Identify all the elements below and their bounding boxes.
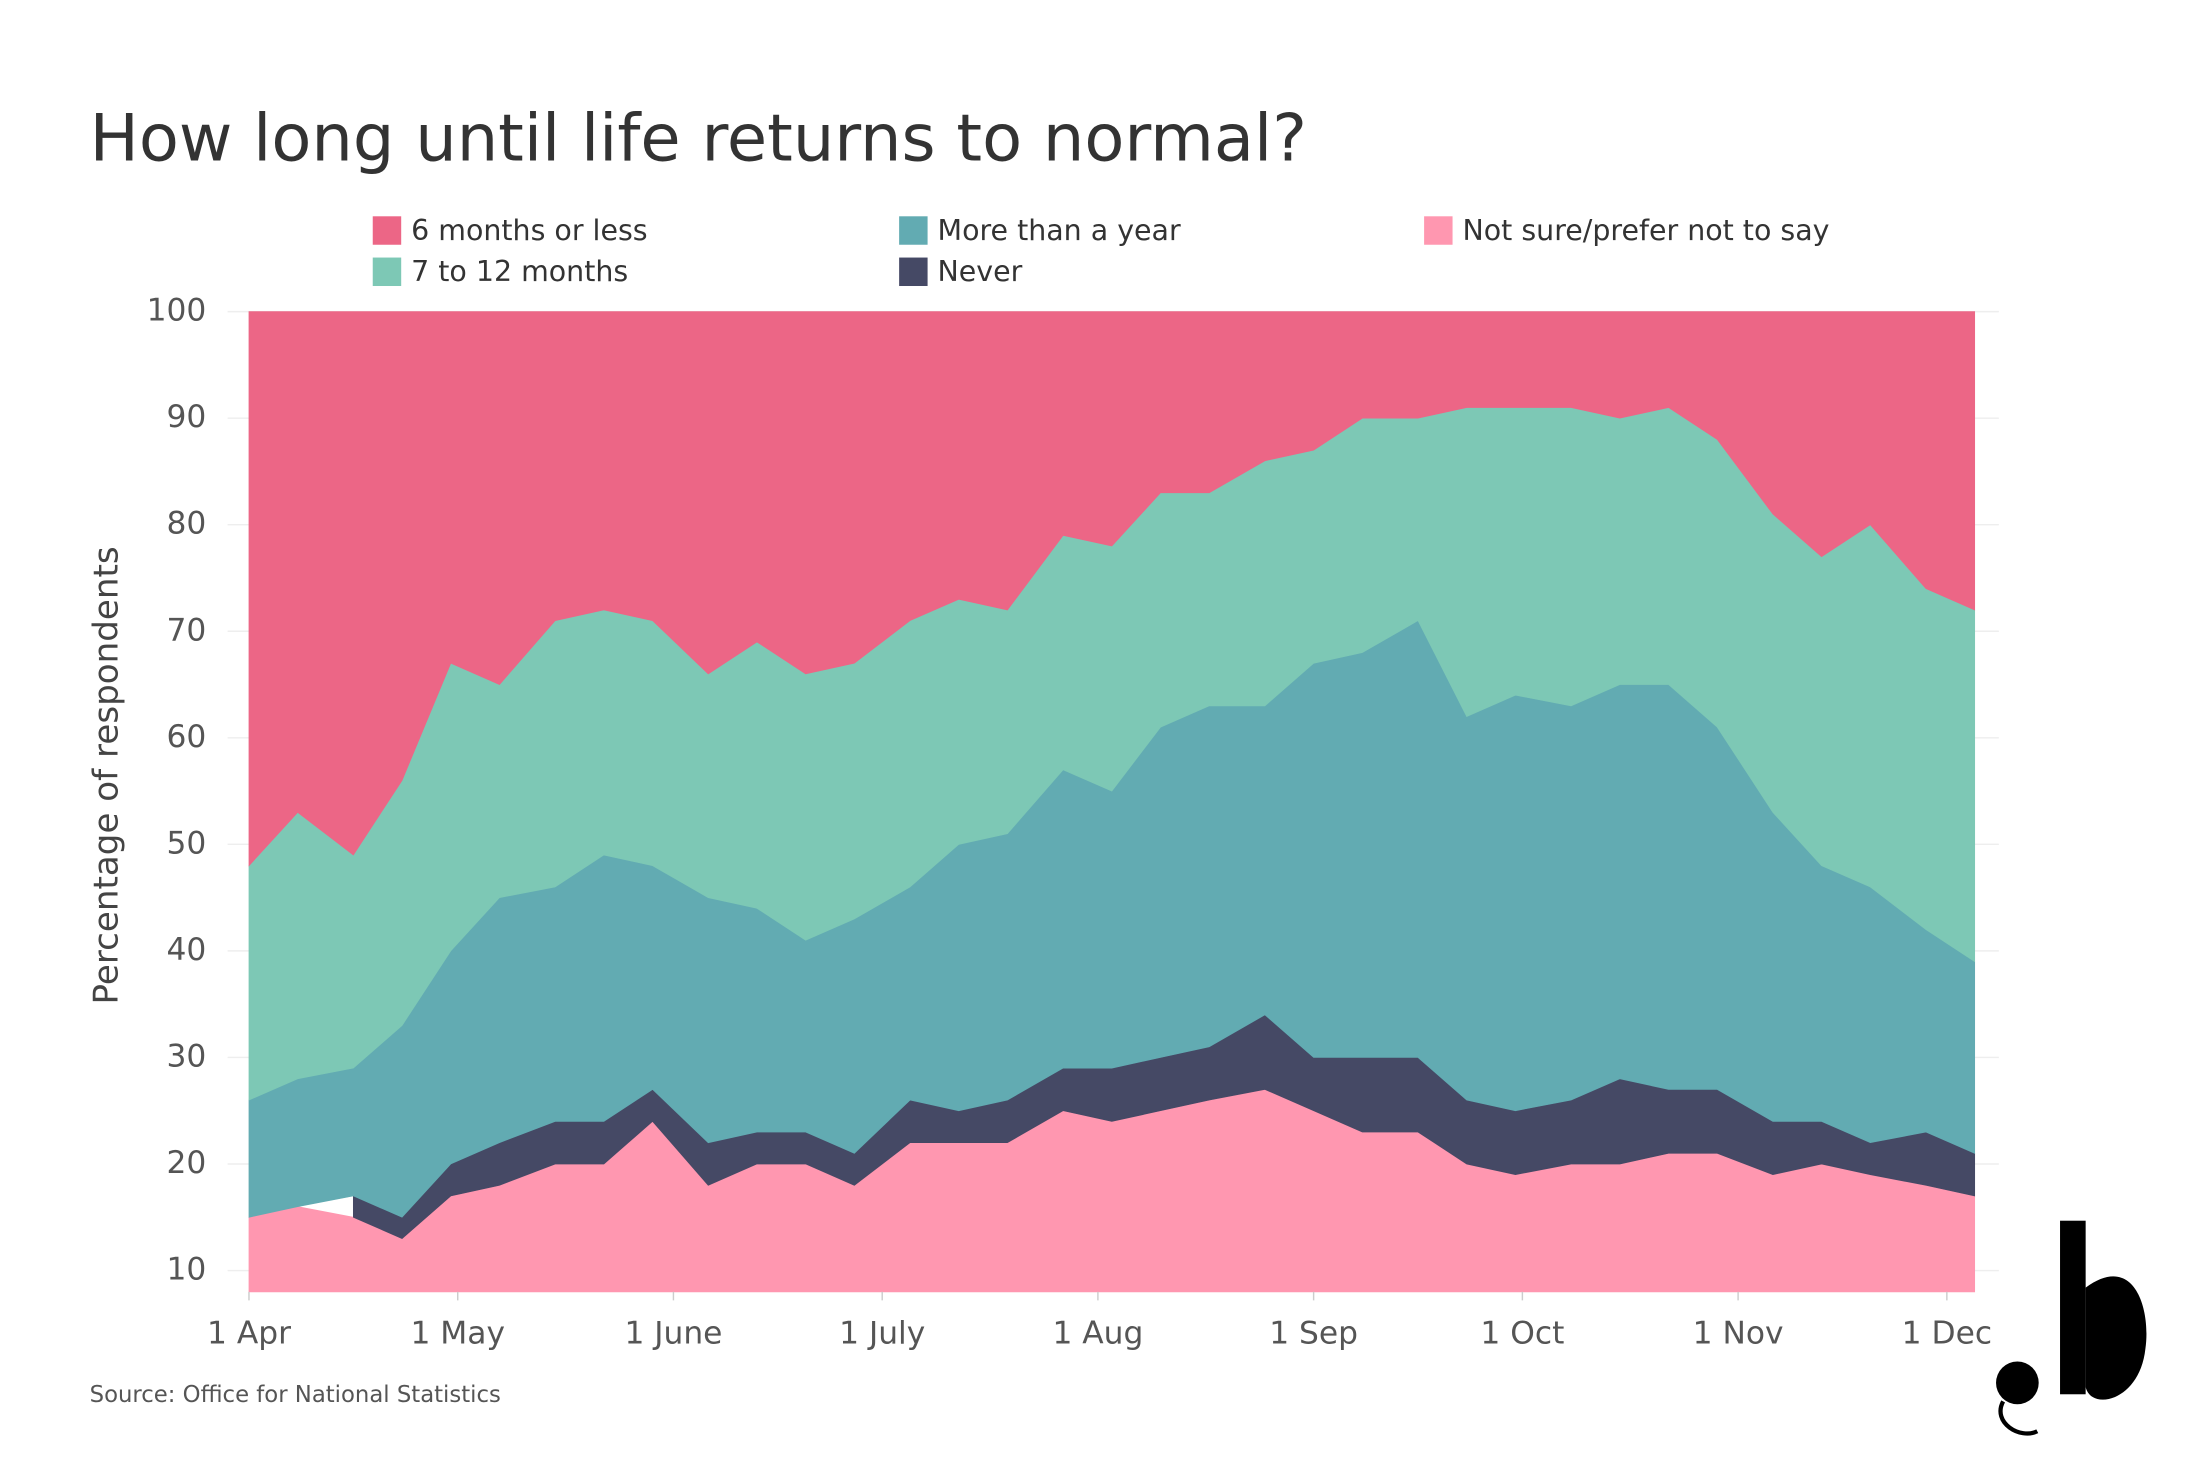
- legend-swatch: [372, 257, 402, 287]
- x-tick-label: 1 Aug: [1052, 1316, 1143, 1352]
- x-tick-label: 1 Dec: [1902, 1316, 1992, 1352]
- legend-swatch: [372, 216, 402, 245]
- area: [248, 311, 1976, 867]
- y-axis-title: Percentage of respondents: [87, 546, 127, 1004]
- legend-label: Not sure/prefer not to say: [1463, 214, 1830, 247]
- legend-label: 6 months or less: [411, 214, 647, 247]
- y-tick-label: 100: [147, 293, 207, 329]
- y-tick-label: 50: [166, 825, 206, 861]
- y-tick-label: 60: [166, 719, 206, 755]
- x-tick-label: 1 May: [410, 1316, 505, 1352]
- x-tick-label: 1 Apr: [207, 1316, 291, 1352]
- chart-title: How long until life returns to normal?: [90, 100, 1307, 176]
- y-tick-label: 10: [166, 1252, 206, 1288]
- legend-label: More than a year: [938, 214, 1181, 247]
- y-tick-label: 30: [166, 1038, 206, 1074]
- y-tick-label: 40: [166, 932, 206, 968]
- x-tick-label: 1 Oct: [1480, 1316, 1564, 1352]
- y-tick-label: 80: [166, 506, 206, 542]
- source: Source: Office for National Statistics: [90, 1382, 501, 1408]
- plot-area: [227, 310, 1999, 1293]
- legend-swatch: [899, 216, 928, 245]
- x-tick-label: 1 Nov: [1693, 1316, 1784, 1352]
- legend-label: Never: [938, 255, 1023, 288]
- logo: [1996, 1220, 2147, 1436]
- x-tick-label: 1 Sep: [1269, 1316, 1358, 1352]
- y-tick-label: 70: [166, 612, 206, 648]
- y-tick-label: 20: [166, 1145, 206, 1181]
- legend-swatch: [1424, 216, 1453, 245]
- legend-label: 7 to 12 months: [411, 255, 628, 288]
- y-tick-label: 90: [166, 399, 206, 435]
- x-tick-label: 1 June: [624, 1316, 722, 1352]
- legend-swatch: [899, 257, 928, 287]
- x-tick-label: 1 July: [839, 1316, 925, 1352]
